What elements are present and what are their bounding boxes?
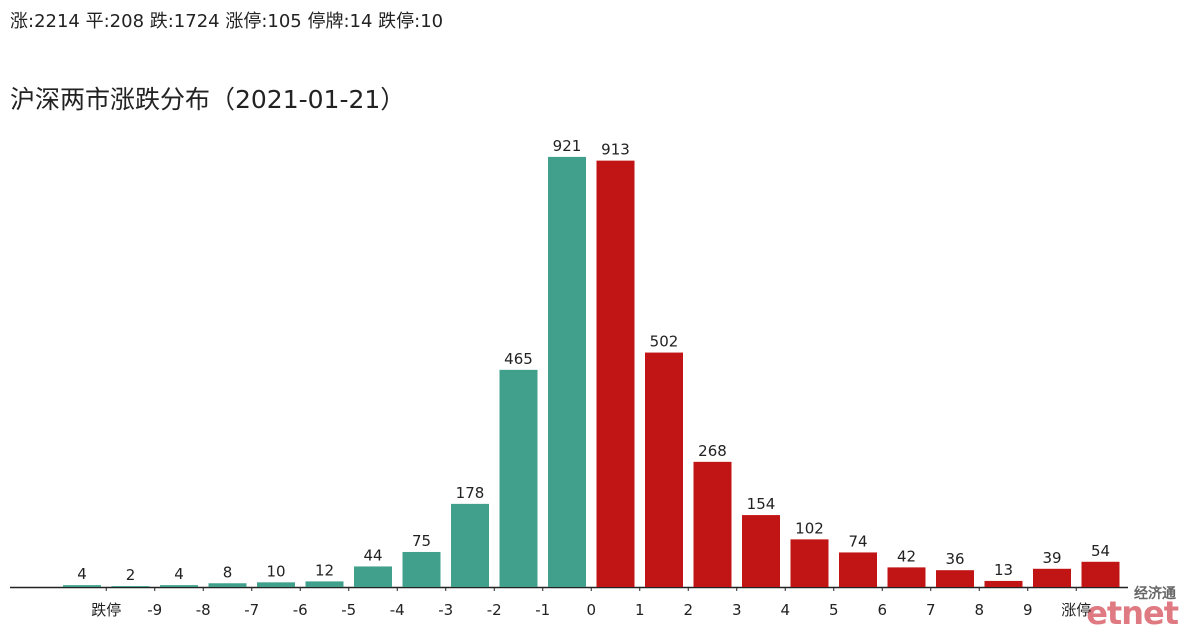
bar <box>208 583 247 587</box>
x-tick-label: 涨停 <box>1061 601 1091 619</box>
x-tick-label: 7 <box>926 601 936 619</box>
bar <box>160 585 198 587</box>
value-label: 465 <box>504 350 533 368</box>
value-label: 178 <box>456 484 485 502</box>
x-tick-label: -1 <box>535 601 550 619</box>
chart-title: 沪深两市涨跌分布（2021-01-21） <box>10 85 405 114</box>
bar <box>936 570 974 587</box>
value-label: 921 <box>553 137 582 155</box>
value-label: 4 <box>77 565 87 583</box>
bar <box>645 352 683 587</box>
bar <box>499 369 538 587</box>
bar <box>402 551 441 587</box>
x-tick-label: -2 <box>487 601 502 619</box>
x-tick-label: -7 <box>244 601 259 619</box>
x-tick-label: -6 <box>293 601 308 619</box>
bar <box>742 515 780 587</box>
x-tick-label: 2 <box>683 601 693 619</box>
bar <box>790 539 829 587</box>
value-label: 2 <box>126 566 136 584</box>
bar <box>548 156 586 587</box>
value-label: 54 <box>1091 542 1110 560</box>
value-label: 154 <box>747 495 776 513</box>
value-label: 39 <box>1042 549 1061 567</box>
x-tick-label: 8 <box>974 601 984 619</box>
value-label: 74 <box>848 532 867 550</box>
bar <box>1033 568 1071 587</box>
x-tick-label: 跌停 <box>91 601 121 619</box>
x-tick-label: 1 <box>635 601 645 619</box>
value-label: 102 <box>795 519 824 537</box>
value-label: 36 <box>945 550 964 568</box>
value-label: 502 <box>650 333 679 351</box>
value-label: 8 <box>223 563 233 581</box>
bar <box>596 160 635 587</box>
x-tick-label: 4 <box>780 601 790 619</box>
bar <box>451 503 489 587</box>
x-tick-label: -9 <box>147 601 162 619</box>
bar <box>257 582 295 587</box>
x-tick-label: 5 <box>829 601 839 619</box>
watermark-en: etnet <box>1086 594 1178 627</box>
watermark-cn: 经济通 <box>1134 585 1176 602</box>
x-tick-label: -4 <box>390 601 405 619</box>
bar <box>354 566 392 587</box>
x-tick-label: 6 <box>877 601 887 619</box>
x-tick-label: 3 <box>732 601 742 619</box>
bar <box>984 580 1023 587</box>
bar <box>839 552 877 587</box>
bar <box>305 581 344 587</box>
value-label: 10 <box>266 562 285 580</box>
value-label: 4 <box>174 565 184 583</box>
value-label: 44 <box>363 546 382 564</box>
value-label: 75 <box>412 532 431 550</box>
x-tick-label: -8 <box>196 601 211 619</box>
x-tick-label: 9 <box>1023 601 1033 619</box>
bar <box>887 567 926 587</box>
bar <box>693 461 732 587</box>
bar <box>63 585 101 587</box>
bar <box>111 586 150 587</box>
value-label: 913 <box>601 141 630 159</box>
x-tick-label: 0 <box>586 601 596 619</box>
summary: 涨:2214 平:208 跌:1724 涨停:105 停牌:14 跌停:10 <box>10 11 443 32</box>
value-label: 42 <box>897 547 916 565</box>
x-tick-label: -3 <box>438 601 453 619</box>
value-label: 13 <box>994 561 1013 579</box>
x-tick-label: -5 <box>341 601 356 619</box>
value-label: 268 <box>698 442 727 460</box>
value-label: 12 <box>315 561 334 579</box>
bar <box>1081 561 1120 587</box>
